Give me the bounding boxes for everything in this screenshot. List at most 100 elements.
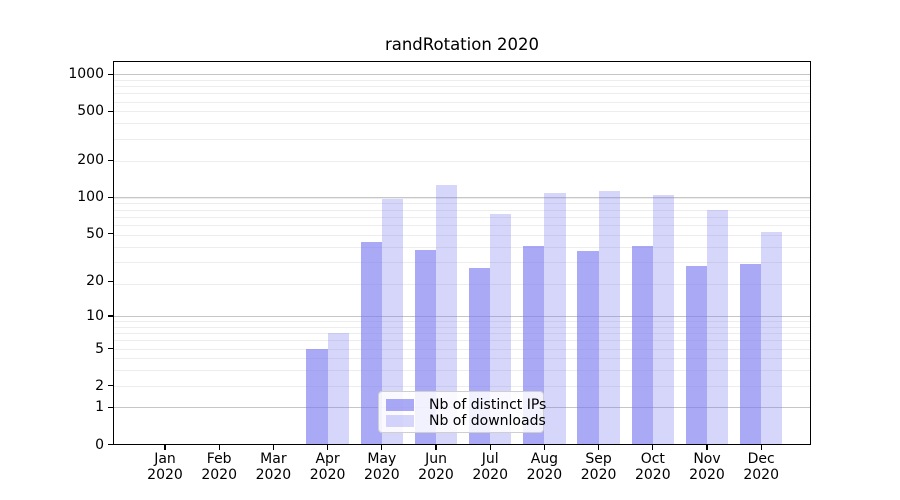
x-tick-mark (706, 445, 708, 450)
x-tick-month: Feb (206, 451, 232, 467)
y-tick-label: 200 (77, 152, 104, 169)
bar-downloads-may (381, 198, 404, 445)
gridline-minor (113, 234, 811, 236)
bar-distinct-ips-sep (577, 251, 599, 445)
gridline-minor (113, 101, 811, 103)
x-tick-label: Apr 2020 (298, 451, 358, 483)
x-tick-mark (381, 445, 383, 450)
x-tick-month: Nov (693, 451, 721, 467)
y-tick-label: 20 (86, 273, 104, 290)
bar-downloads-sep (598, 191, 620, 445)
x-tick-label: Oct 2020 (623, 451, 683, 483)
x-tick-label: Aug 2020 (514, 451, 574, 483)
bar-downloads-jun (436, 184, 458, 445)
legend-swatch-distinct-ips (386, 399, 414, 411)
legend-swatch-downloads (386, 415, 414, 427)
x-tick-mark (164, 445, 166, 450)
x-tick-month: Dec (747, 451, 775, 467)
y-tick-mark (108, 233, 113, 235)
x-tick-mark (598, 445, 600, 450)
gridline-minor (113, 203, 811, 205)
x-tick-month: Apr (315, 451, 340, 467)
x-tick-mark (652, 445, 654, 450)
chart-title: randRotation 2020 (384, 35, 540, 54)
legend: Nb of distinct IPs Nb of downloads (378, 391, 546, 433)
x-tick-year: 2020 (634, 466, 671, 483)
x-tick-mark (272, 445, 274, 450)
x-tick-label: Feb 2020 (189, 451, 249, 483)
x-tick-year: 2020 (418, 466, 454, 483)
gridline-minor (113, 348, 811, 350)
bar-distinct-ips-oct (631, 245, 653, 445)
y-tick-mark (108, 110, 113, 112)
gridline-minor (113, 86, 811, 88)
x-tick-mark (327, 445, 329, 450)
x-tick-label: Jan 2020 (135, 451, 195, 483)
legend-label-downloads: Nb of downloads (429, 413, 546, 429)
y-tick-label: 10 (86, 308, 104, 324)
gridline-minor (113, 284, 811, 285)
x-tick-label: May 2020 (352, 451, 412, 483)
bar-downloads-nov (707, 210, 729, 445)
gridline-minor (113, 370, 811, 372)
gridline-major (113, 74, 811, 76)
x-tick-label: Nov 2020 (677, 451, 737, 483)
x-tick-label: Sep 2020 (569, 451, 629, 483)
gridline-major (113, 316, 811, 317)
y-tick-mark (108, 196, 113, 198)
y-tick-label: 500 (77, 103, 104, 120)
x-tick-year: 2020 (309, 466, 346, 483)
gridline-minor (113, 79, 811, 81)
gridline-major (113, 197, 811, 199)
x-tick-month: Jun (425, 451, 447, 467)
x-tick-label: Dec 2020 (731, 451, 791, 483)
y-tick-mark (108, 406, 113, 408)
x-tick-label: Mar 2020 (243, 451, 303, 483)
bar-distinct-ips-may (360, 241, 382, 445)
y-tick-mark (108, 73, 113, 75)
x-tick-year: 2020 (147, 466, 183, 483)
gridline-minor (113, 262, 811, 264)
gridline-minor (113, 216, 811, 218)
x-tick-month: Jan (154, 451, 176, 467)
gridline-minor (113, 111, 811, 113)
x-tick-month: Oct (640, 451, 665, 467)
y-tick-label: 1 (95, 399, 104, 416)
bar-downloads-jul (490, 213, 512, 445)
gridline-minor (113, 138, 811, 140)
gridline-minor (113, 333, 811, 335)
gridline-minor (113, 225, 811, 227)
x-tick-label: Jun 2020 (406, 451, 466, 483)
gridline-minor (113, 246, 811, 248)
y-tick-label: 50 (86, 225, 104, 242)
y-tick-mark (108, 385, 113, 387)
gridline-minor (113, 209, 811, 211)
x-tick-month: Sep (585, 451, 612, 467)
y-tick-label: 1000 (68, 66, 104, 83)
legend-item-downloads: Nb of downloads (386, 413, 546, 429)
x-tick-month: Jul (481, 451, 499, 467)
x-tick-year: 2020 (689, 466, 725, 483)
y-tick-mark (108, 315, 113, 317)
legend-item-distinct-ips: Nb of distinct IPs (386, 397, 546, 413)
bar-distinct-ips-nov (685, 265, 707, 445)
x-tick-label: Jul 2020 (460, 451, 520, 483)
bar-downloads-oct (652, 195, 675, 445)
y-tick-mark (108, 443, 113, 446)
x-tick-mark (543, 445, 545, 450)
x-tick-year: 2020 (526, 466, 563, 483)
x-tick-mark (760, 445, 762, 450)
bar-distinct-ips-apr (306, 348, 328, 445)
x-tick-year: 2020 (363, 466, 400, 483)
y-tick-mark (108, 159, 113, 161)
x-tick-mark (489, 445, 491, 450)
plot-area (113, 61, 811, 445)
bar-distinct-ips-dec (739, 264, 762, 445)
gridline-minor (113, 93, 811, 95)
y-tick-label: 0 (95, 436, 104, 453)
gridline-minor (113, 385, 811, 387)
x-tick-year: 2020 (743, 466, 779, 483)
x-tick-year: 2020 (580, 466, 617, 483)
y-tick-label: 2 (95, 377, 104, 394)
gridline-minor (113, 321, 811, 323)
